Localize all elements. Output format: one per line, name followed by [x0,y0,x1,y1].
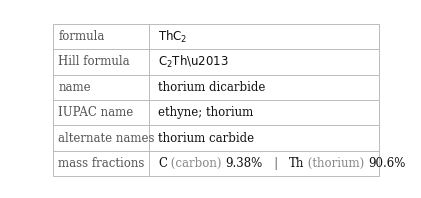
Text: (carbon): (carbon) [167,157,225,170]
Text: IUPAC name: IUPAC name [59,106,134,119]
Text: $\mathrm{C_2Th}$\u2013: $\mathrm{C_2Th}$\u2013 [158,54,229,70]
Text: $\mathrm{ThC_2}$: $\mathrm{ThC_2}$ [158,29,187,45]
Text: thorium dicarbide: thorium dicarbide [158,81,265,94]
Text: formula: formula [59,30,105,43]
Text: |: | [263,157,289,170]
Text: ethyne; thorium: ethyne; thorium [158,106,253,119]
Text: Th: Th [289,157,304,170]
Text: 9.38%: 9.38% [225,157,263,170]
Text: alternate names: alternate names [59,132,155,145]
Text: name: name [59,81,91,94]
Text: thorium carbide: thorium carbide [158,132,254,145]
Text: Hill formula: Hill formula [59,55,130,68]
Text: (thorium): (thorium) [304,157,368,170]
Text: C: C [158,157,167,170]
Text: 90.6%: 90.6% [368,157,406,170]
Text: mass fractions: mass fractions [59,157,145,170]
